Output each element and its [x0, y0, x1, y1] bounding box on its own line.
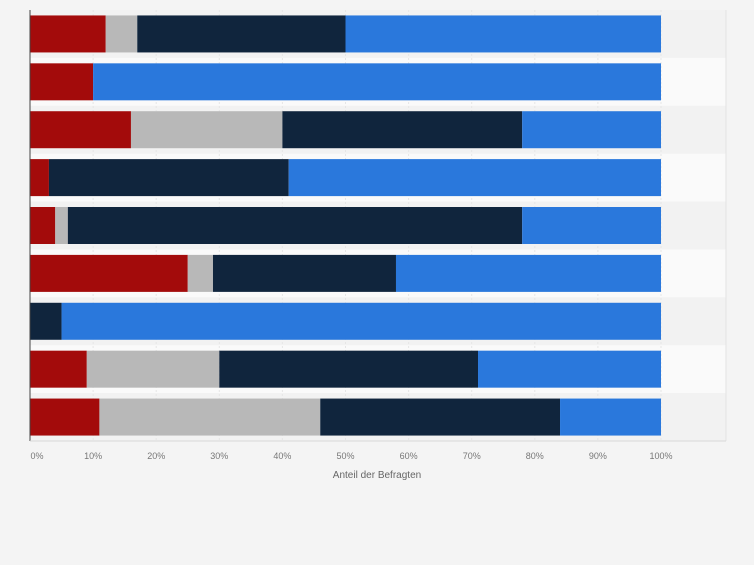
bar-segment — [55, 207, 68, 244]
bar-segment — [30, 398, 100, 436]
x-tick-label: 80% — [526, 451, 544, 461]
bars — [30, 15, 662, 436]
bar-segment — [288, 159, 661, 197]
bar-segment — [137, 15, 346, 53]
bar-segment — [30, 302, 62, 340]
x-tick-label: 20% — [147, 451, 165, 461]
bar-segment — [522, 207, 661, 244]
x-tick-label: 10% — [84, 451, 102, 461]
bar-segment — [395, 254, 661, 292]
x-axis: 0% 10% 20% 30% 40% 50% 60% 70% 80% 90% 100% — [29, 10, 726, 461]
bar-segment — [61, 302, 662, 340]
bar-segment — [30, 207, 56, 244]
bar-segment — [30, 15, 106, 53]
bar-segment — [105, 15, 138, 53]
bar-segment — [48, 159, 289, 197]
x-tick-label: 100% — [649, 451, 672, 461]
x-tick-label: 60% — [400, 451, 418, 461]
bar-segment — [99, 398, 321, 436]
bar-segment — [30, 63, 94, 101]
bar-segment — [67, 207, 523, 244]
x-tick-label: 90% — [589, 451, 607, 461]
bar-segment — [478, 350, 661, 388]
bar-segment — [30, 111, 131, 149]
bar-segment — [30, 350, 87, 388]
x-tick-label: 30% — [210, 451, 228, 461]
bar-segment — [130, 111, 283, 149]
bar-segment — [187, 254, 213, 292]
bar-segment — [86, 350, 220, 388]
x-tick-label: 50% — [336, 451, 354, 461]
bar-segment — [282, 111, 523, 149]
x-tick-label: 40% — [273, 451, 291, 461]
bar-segment — [212, 254, 396, 292]
x-tick-label: 0% — [30, 451, 43, 461]
bar-segment — [30, 254, 188, 292]
bar-segment — [219, 350, 479, 388]
bar-segment — [30, 159, 49, 197]
bar-segment — [345, 15, 661, 53]
x-axis-title: Anteil der Befragten — [333, 470, 421, 481]
bar-segment — [320, 398, 561, 436]
bar-segment — [522, 111, 661, 149]
bar-segment — [93, 63, 662, 101]
bar-segment — [560, 398, 661, 436]
x-tick-label: 70% — [463, 451, 481, 461]
gridlines — [29, 10, 727, 441]
